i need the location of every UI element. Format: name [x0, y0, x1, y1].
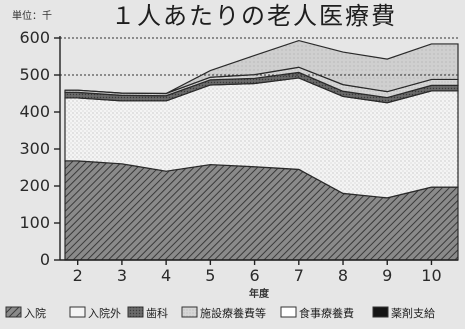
- x-tick-label: 9: [382, 266, 392, 285]
- legend-item: 入院外: [69, 306, 121, 320]
- y-tick-label: 500: [19, 65, 50, 84]
- x-tick-label: 10: [421, 266, 441, 285]
- x-tick-label: 4: [161, 266, 171, 285]
- legend-swatch: [372, 306, 389, 318]
- x-tick-label: 7: [294, 266, 304, 285]
- area-5: [65, 39, 459, 95]
- x-tick-label: 3: [117, 266, 127, 285]
- x-tick-label: 2: [73, 266, 83, 285]
- legend-item: 歯科: [127, 306, 168, 320]
- legend-item: 施設療養費等: [181, 306, 266, 320]
- legend-item: 薬剤支給: [372, 306, 435, 320]
- legend-swatch: [181, 306, 198, 318]
- legend-swatch: [127, 306, 144, 318]
- legend-label: 薬剤支給: [391, 306, 435, 320]
- y-tick-label: 600: [19, 28, 50, 47]
- unit-label: 単位：千: [12, 9, 52, 22]
- legend-label: 入院: [24, 306, 46, 320]
- x-axis: 2 3 4 5 6 7 8 9 10: [60, 259, 458, 285]
- area-layers: [64, 39, 459, 261]
- legend-item: 食事療養費: [280, 306, 354, 320]
- legend-swatch: [280, 306, 297, 318]
- y-tick-label: 0: [40, 250, 50, 269]
- chart-title: １人あたりの老人医療費: [111, 2, 397, 30]
- x-tick-label: 5: [205, 266, 215, 285]
- y-tick-label: 100: [19, 213, 50, 232]
- legend-label: 施設療養費等: [200, 306, 266, 320]
- x-tick-label: 8: [338, 266, 348, 285]
- legend-item: 入院: [5, 306, 46, 320]
- legend-label: 入院外: [88, 306, 121, 320]
- y-axis: 0 100 200 300 400 500 600: [19, 28, 61, 269]
- y-tick-label: 200: [19, 176, 50, 195]
- x-axis-label: 年度: [249, 287, 270, 300]
- legend-swatch: [69, 306, 86, 318]
- legend-label: 歯科: [146, 306, 168, 320]
- x-tick-label: 6: [249, 266, 259, 285]
- legend-label: 食事療養費: [299, 306, 354, 320]
- legend: 入院 入院外 歯科 施設療養費等 食事療養費 薬剤支給: [5, 306, 435, 320]
- legend-swatch: [5, 306, 22, 318]
- y-tick-label: 400: [19, 102, 50, 121]
- y-tick-label: 300: [19, 139, 50, 158]
